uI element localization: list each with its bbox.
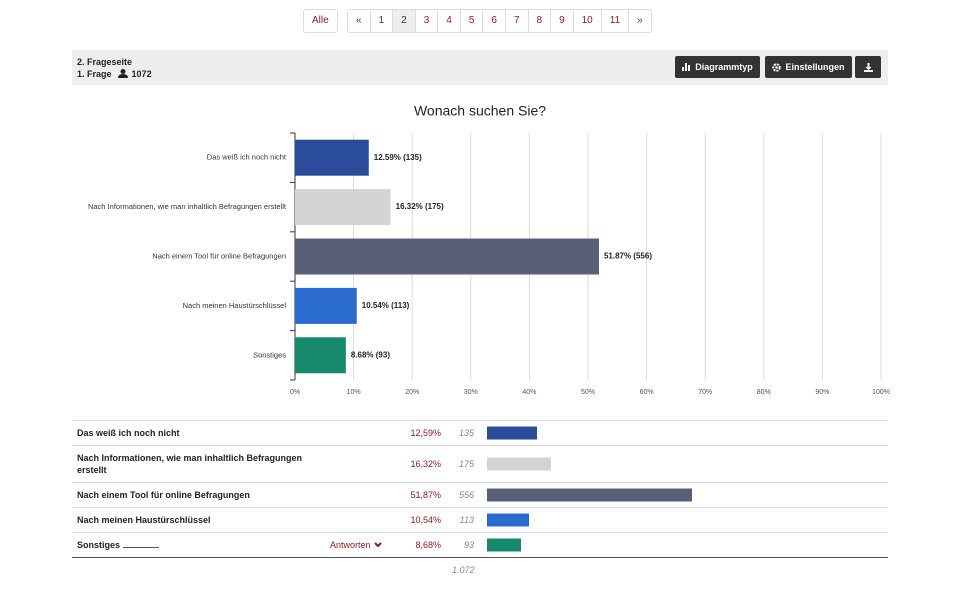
percent-cell: 16,32% — [410, 459, 441, 469]
percent-cell: 8,68% — [415, 540, 441, 550]
x-tick-label: 30% — [464, 389, 478, 396]
category-label: Nach Informationen, wie man inhaltlich B… — [88, 202, 287, 211]
chart-title: Wonach suchen Sie? — [414, 103, 546, 119]
x-tick-label: 70% — [698, 389, 712, 396]
question: 1. Frage — [77, 69, 112, 79]
settings-button[interactable]: Einstellungen — [765, 56, 852, 78]
count-cell: 556 — [458, 490, 474, 500]
table-row: Das weiß ich noch nicht 12,59% 135 — [72, 421, 888, 446]
person-icon — [118, 69, 129, 78]
value-label: 51.87% (556) — [604, 252, 652, 261]
answer-label: Das weiß ich noch nicht — [77, 428, 180, 438]
percent-cell: 12,59% — [410, 428, 441, 438]
table-bar — [487, 538, 522, 552]
answer-label: Sonstiges — [77, 540, 121, 550]
page-link[interactable]: 8 — [527, 10, 551, 32]
table-row: Nach Informationen, wie man inhaltlich B… — [72, 446, 888, 483]
results-table: Das weiß ich noch nicht 12,59% 135 Nach Inf… — [72, 420, 888, 558]
page-link[interactable]: 9 — [550, 10, 573, 32]
next-page[interactable]: » — [628, 10, 651, 32]
answers-text[interactable]: Antworten — [330, 540, 371, 550]
page-link[interactable]: 6 — [482, 10, 505, 32]
table-bar — [487, 426, 537, 440]
table-bar — [487, 457, 552, 471]
count-cell: 113 — [459, 515, 474, 525]
chart: Wonach suchen Sie? 0% 10% 20% 30% 40% 50% 60% 7… — [88, 103, 890, 396]
category-label: Nach meinen Haustürschlüssel — [183, 301, 287, 310]
page-link[interactable]: 2 — [392, 10, 415, 32]
value-label: 8.68% (93) — [351, 350, 390, 359]
button-label: Diagrammtyp — [695, 62, 753, 72]
table-bar — [487, 513, 529, 527]
answer-label: Nach einem Tool für online Befragungen — [77, 490, 250, 500]
answer-cell: Nach meinen Haustürschlüssel — [77, 514, 312, 526]
x-tick-label: 100% — [872, 389, 890, 396]
table-row: Nach einem Tool für online Befragungen 51… — [72, 483, 888, 508]
value-label: 10.54% (113) — [362, 301, 410, 310]
page-link[interactable]: 11 — [600, 10, 628, 32]
x-tick-label: 60% — [640, 389, 654, 396]
bar — [295, 238, 599, 275]
bar — [295, 287, 357, 324]
bar-icon — [682, 63, 691, 71]
x-tick-label: 40% — [522, 389, 536, 396]
value-label: 12.59% (135) — [374, 153, 422, 162]
category-label: Das weiß ich noch nicht — [207, 153, 287, 162]
bar — [295, 139, 369, 176]
x-tick-label: 10% — [347, 389, 361, 396]
page-link[interactable]: 3 — [414, 10, 438, 32]
count-cell: 175 — [458, 459, 474, 469]
count-cell: 93 — [463, 540, 474, 550]
count-cell: 135 — [458, 428, 474, 438]
download-button[interactable] — [855, 56, 881, 78]
x-tick-label: 0% — [290, 389, 300, 396]
page-link[interactable]: 10 — [572, 10, 601, 32]
prev-page[interactable]: « — [356, 15, 362, 26]
bar — [295, 337, 346, 374]
x-tick-label: 80% — [757, 389, 771, 396]
all-button[interactable]: Alle — [312, 15, 329, 26]
page-link[interactable]: 1 — [369, 10, 393, 32]
question-label: 1. Frage 1072 — [77, 69, 152, 79]
answer-cell: Das weiß ich noch nicht — [77, 427, 312, 439]
x-tick-label: 90% — [815, 389, 829, 396]
text-blank — [123, 539, 160, 548]
percent-cell: 51,87% — [410, 490, 441, 500]
x-tick-label: 20% — [405, 389, 419, 396]
category-label: Nach einem Tool für online Befragungen — [152, 251, 286, 260]
chevron-icon — [373, 542, 382, 548]
category-label: Sonstiges — [253, 350, 286, 359]
section-label: 2. Frageseite — [77, 57, 133, 67]
answer-label: Nach meinen Haustürschlüssel — [77, 515, 211, 525]
page-link[interactable]: 5 — [459, 10, 483, 32]
table-row: Sonstiges 8,68% 93 Antworten — [72, 533, 888, 558]
percent-cell: 10,54% — [410, 515, 441, 525]
answer-cell: Nach einem Tool für online Befragungen — [77, 489, 312, 501]
gear-icon — [772, 62, 782, 72]
chart-type-button[interactable]: Diagrammtyp — [675, 56, 760, 78]
button-label: Einstellungen — [785, 62, 845, 72]
answer-cell: Sonstiges — [77, 539, 312, 551]
value-label: 16.32% (175) — [396, 202, 444, 211]
answer-label: Nach Informationen, wie man inhaltlich B… — [77, 453, 303, 475]
bar — [295, 189, 391, 226]
header-bar: 2. Frageseite 1. Frage 1072 Diagrammtyp … — [72, 50, 888, 85]
download-icon — [863, 62, 873, 72]
pagination: « 1 2 3 4 5 6 7 8 9 10 11» — [347, 9, 652, 33]
answers-link[interactable]: Antworten — [330, 540, 382, 550]
table-bar — [487, 488, 692, 502]
answer-cell: Nach Informationen, wie man inhaltlich B… — [77, 452, 312, 476]
page-link[interactable]: 7 — [504, 10, 528, 32]
all-pages[interactable]: Alle — [303, 9, 338, 33]
total-count: 1.072 — [452, 565, 475, 575]
table-row: Nach meinen Haustürschlüssel 10,54% 113 — [72, 508, 888, 533]
page-link[interactable]: 4 — [437, 10, 460, 32]
x-tick-label: 50% — [581, 389, 595, 396]
respondent-count: 1072 — [131, 69, 152, 79]
